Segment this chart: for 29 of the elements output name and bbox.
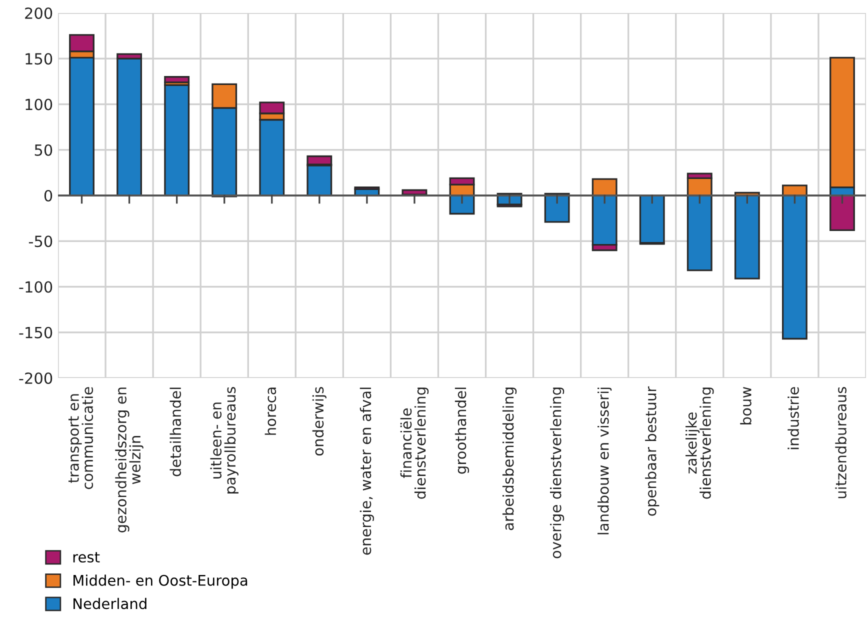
x-tick-label: overige dienstverlening	[550, 388, 564, 558]
x-tick-label: zakelijke dienstverlening	[686, 388, 714, 499]
y-tick-label: 50	[34, 144, 52, 156]
y-tick-label: 100	[26, 98, 52, 110]
x-tick-label: energie, water en afval	[360, 388, 374, 555]
x-tick-label: uitzendbureaus	[835, 387, 846, 498]
x-tick-label: arbeidsbemiddeling	[502, 388, 517, 530]
legend-label: Nederland	[74, 598, 146, 610]
y-tick-label: -100	[19, 281, 52, 293]
x-tick-label: industrie	[788, 387, 799, 450]
y-tick-label: -150	[19, 326, 52, 338]
x-tick-label: openbaar bestuur	[645, 386, 660, 516]
x-tick-label: transport en communicatie	[68, 387, 94, 490]
x-tick-label: landbouw en visserij	[598, 388, 612, 534]
x-tick-label: bouw	[740, 386, 752, 424]
x-tick-label: horeca	[264, 388, 276, 435]
y-tick-label: 200	[25, 7, 52, 20]
x-tick-label: onderwijs	[312, 387, 326, 456]
y-tick-label: -200	[19, 372, 52, 384]
x-tick-label: groothandel	[454, 388, 470, 474]
y-tick-label: 0	[44, 190, 52, 202]
y-tick-label: -50	[28, 236, 52, 248]
legend-label: Midden- en Oost-Europa	[74, 574, 248, 589]
x-tick-label: uitleen- en payrollbureaus	[210, 387, 238, 494]
x-tick-label: financiële dienstverlening	[400, 388, 429, 499]
legend-label: rest	[73, 552, 100, 563]
y-tick-label: 150	[26, 53, 52, 65]
x-tick-label: detailhandel	[170, 388, 182, 476]
x-tick-label: gezondheidszorg en welzijn	[115, 388, 144, 532]
